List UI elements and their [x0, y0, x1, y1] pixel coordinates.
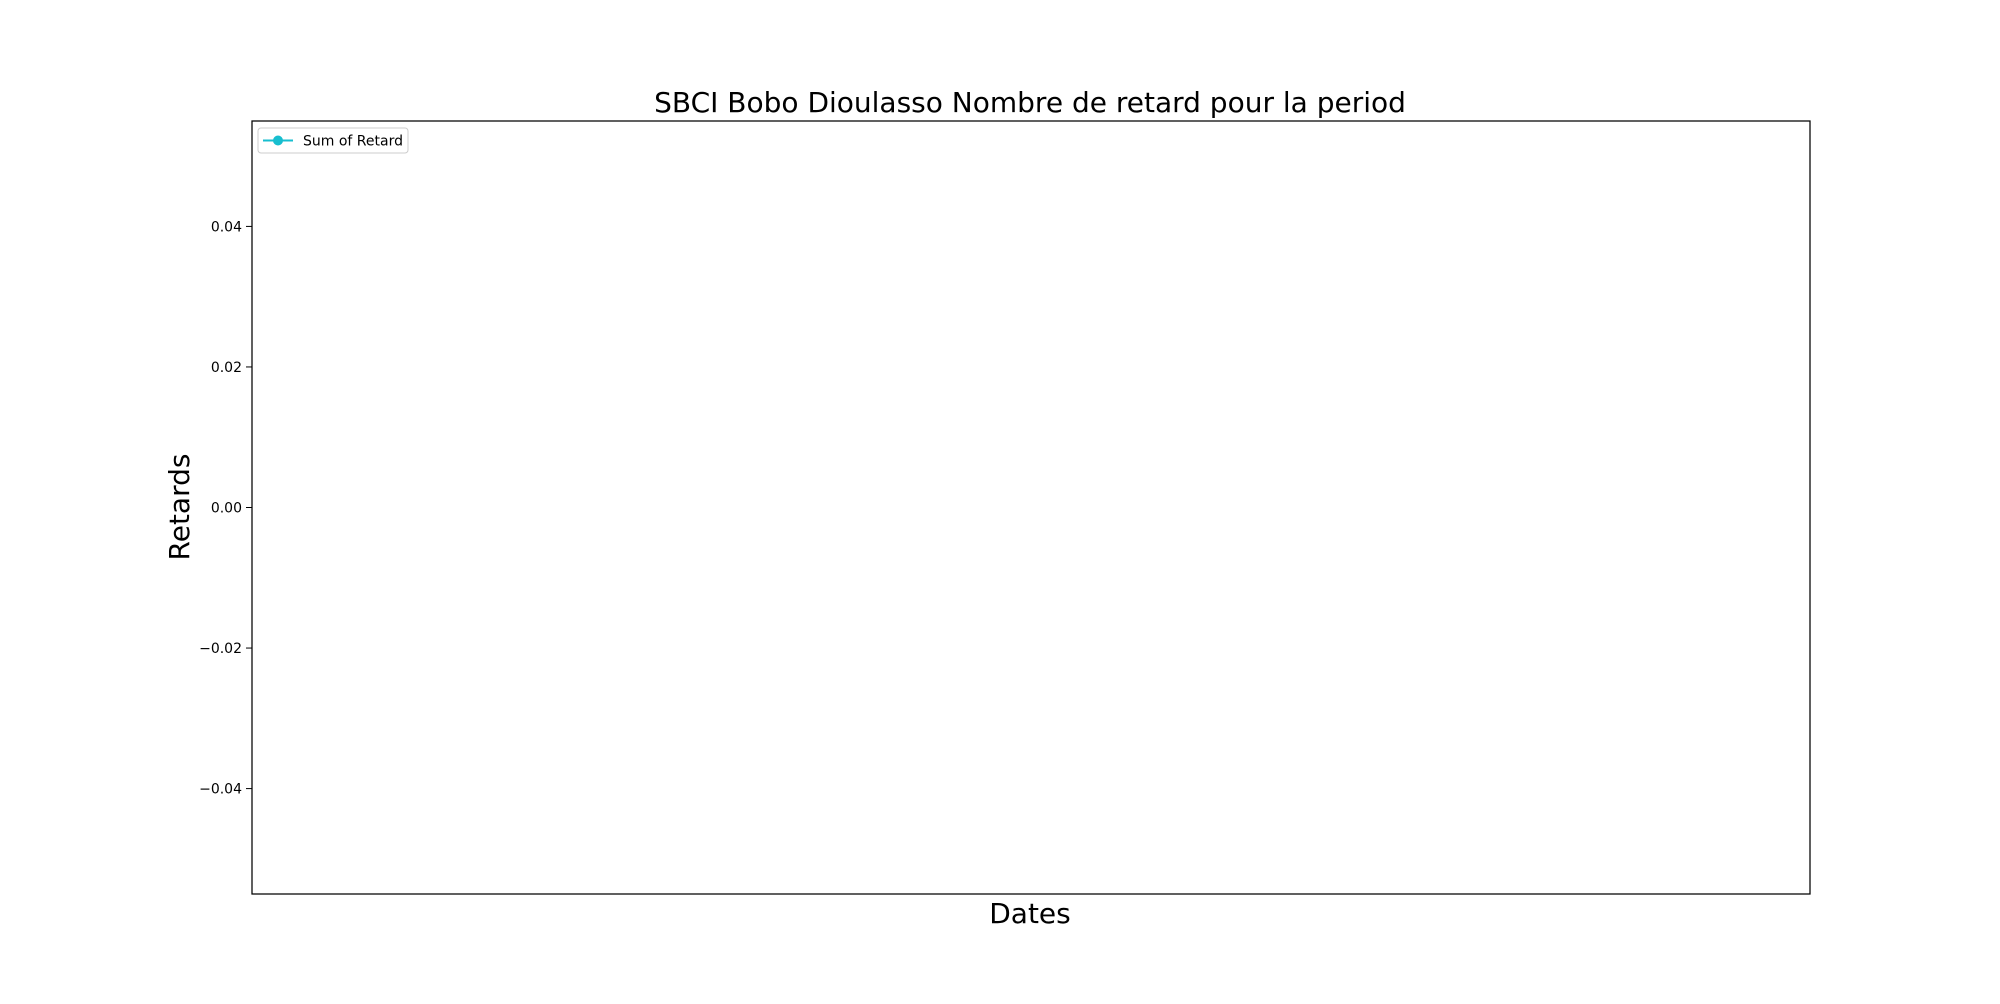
plot-area [251, 120, 1811, 895]
legend-marker-icon [273, 135, 283, 146]
legend-label: Sum of Retard [303, 134, 403, 150]
y-axis-ticks: −0.04 −0.02 0.00 0.02 0.04 [199, 219, 252, 798]
legend-box [257, 127, 409, 154]
y-axis-label: Retards [163, 454, 196, 561]
x-axis-label: Dates [989, 897, 1071, 930]
legend: Sum of Retard [257, 127, 409, 154]
y-tick-label: 0.00 [211, 501, 242, 517]
chart-title: SBCI Bobo Dioulasso Nombre de retard pou… [654, 86, 1406, 119]
y-tick-label: 0.02 [211, 360, 242, 376]
y-tick-label: 0.04 [211, 219, 242, 235]
y-tick-label: −0.04 [199, 782, 242, 798]
y-tick-label: −0.02 [199, 641, 242, 657]
